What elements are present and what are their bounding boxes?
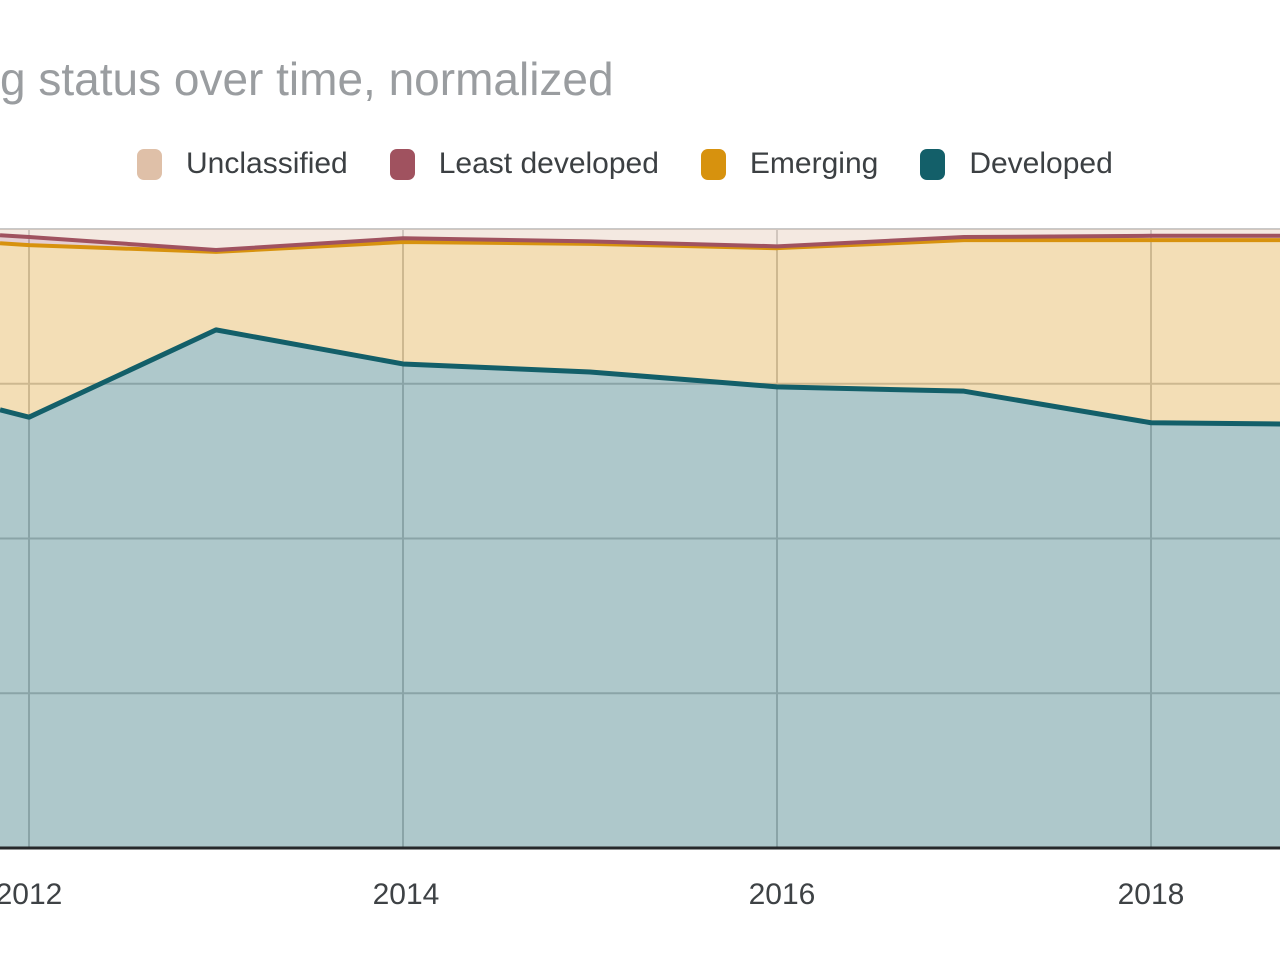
legend-swatch-emerging-icon [700, 148, 726, 180]
legend-swatch-unclassified-icon [137, 148, 162, 180]
legend-label: Unclassified [186, 147, 348, 180]
legend-item-developed: Developed [920, 147, 1113, 181]
legend-swatch-least-developed-icon [389, 148, 415, 180]
legend-label: Emerging [749, 147, 879, 180]
legend-label: Developed [969, 147, 1113, 180]
legend-label: Least developed [438, 147, 659, 180]
legend-item-emerging: Emerging [700, 147, 879, 181]
legend-swatch-developed-icon [920, 148, 946, 180]
chart-legend: Unclassified Least developed Emerging De… [137, 146, 1113, 182]
legend-item-unclassified: Unclassified [137, 147, 348, 181]
chart-title: g status over time, normalized [0, 53, 614, 105]
legend-item-least-developed: Least developed [389, 147, 659, 181]
